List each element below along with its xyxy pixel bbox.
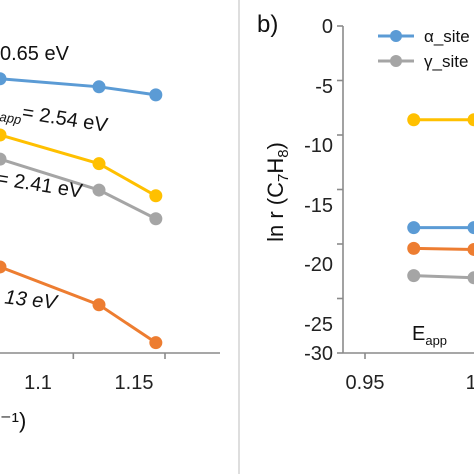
panel-b-series-4-point-2: [467, 271, 474, 285]
panel-b-y-axis-label: ln r (C7H8): [263, 142, 292, 242]
panel-a-annotation-1: 0.65 eV: [0, 43, 70, 65]
panel-a-annotation-2-text: = 2.54 eV: [21, 102, 110, 137]
panel-b-series-4-point-1: [407, 269, 421, 283]
panel-a-series-1-line: [0, 77, 157, 97]
panel-b-series-group: [407, 113, 474, 285]
panel-b-y-tick-marks: [337, 25, 343, 354]
panel-a-series-2-point-2: [92, 157, 106, 171]
panel-a-annotation-2-subscript: app: [0, 109, 22, 127]
panel-a-series-4-point-3: [149, 336, 163, 350]
panel-b-ylabel-sub1: 7: [275, 174, 292, 182]
panel-a-series-3-point-3: [149, 212, 163, 226]
panel-b-xtick-label-2: 1.: [466, 372, 474, 394]
legend-marker-alpha: [390, 30, 402, 42]
panel-b-series-4-line: [413, 274, 474, 280]
panel-b-ytick-label-4: -20: [304, 254, 333, 276]
legend-label-alpha: α_site: [424, 27, 470, 46]
panel-b-annotation-app: app: [425, 333, 447, 348]
legend-label-gamma: γ_site: [424, 52, 468, 71]
panel-b-xtick-label-1: 0.95: [346, 372, 385, 394]
panel-a-xtick-label-1: 1.1: [24, 372, 52, 394]
panel-b-series-3-point-2: [467, 242, 474, 256]
panel-b-series-1-point-1: [407, 113, 421, 127]
panel-a-annotation-2: app= 2.54 eV: [0, 98, 110, 141]
panel-a-series-3-point-2: [92, 183, 106, 197]
panel-b-ytick-label-3: -15: [304, 195, 333, 217]
panel-a-series-4-point-1: [0, 260, 7, 274]
panel-a-x-tick-marks: [72, 353, 166, 359]
panel-b-series-2-point-2: [467, 221, 474, 235]
panel-b-annotation-e: E: [412, 323, 425, 345]
panel-a: 1.1 1.15 ⁻¹) 0.65 eV app= 2.54 eV = 2.41…: [0, 43, 220, 433]
panel-b-ytick-label-0: 0: [322, 16, 333, 38]
panel-b-ytick-label-5: -25: [304, 314, 333, 336]
panel-a-series-3-point-1: [0, 152, 7, 166]
panel-b: b) 0 -5 -10 -15 -20 -25 -30 0.95 1. ln r…: [238, 0, 474, 474]
panel-a-annotation-4: 13 eV: [3, 287, 59, 315]
panel-a-series-2-point-3: [149, 189, 163, 203]
panel-b-ylabel-mid: H: [263, 158, 288, 174]
panel-b-series-3-point-1: [407, 241, 421, 255]
panel-a-series-1-point-2: [92, 80, 106, 94]
panel-b-series-2-point-1: [407, 221, 421, 235]
panel-a-series-1-point-1: [0, 72, 7, 86]
panel-b-ylabel-sub2: 8: [275, 149, 292, 157]
panel-a-series-1-point-3: [149, 88, 163, 102]
panel-b-ytick-label-1: -5: [315, 76, 333, 98]
panel-b-ytick-label-6: -30: [304, 343, 333, 365]
panel-b-series-1-point-2: [467, 113, 474, 127]
panel-a-series-2-point-1: [0, 128, 7, 142]
panel-b-ylabel-main: ln r (C: [263, 182, 288, 242]
panel-b-series-3-line: [413, 246, 474, 251]
panel-a-series-group: [0, 72, 163, 350]
panel-b-label: b): [257, 11, 278, 38]
panel-a-series-4-point-2: [92, 298, 106, 312]
panel-b-ytick-label-2: -10: [304, 135, 333, 157]
panel-b-legend: α_site γ_site: [378, 27, 470, 71]
legend-marker-gamma: [390, 55, 402, 67]
panel-b-annotation-eapp: Eapp: [412, 323, 447, 348]
panel-a-x-axis-label-fragment: ⁻¹): [0, 408, 26, 433]
panel-b-ylabel-end: ): [263, 142, 288, 149]
panel-a-xtick-label-2: 1.15: [115, 372, 154, 394]
